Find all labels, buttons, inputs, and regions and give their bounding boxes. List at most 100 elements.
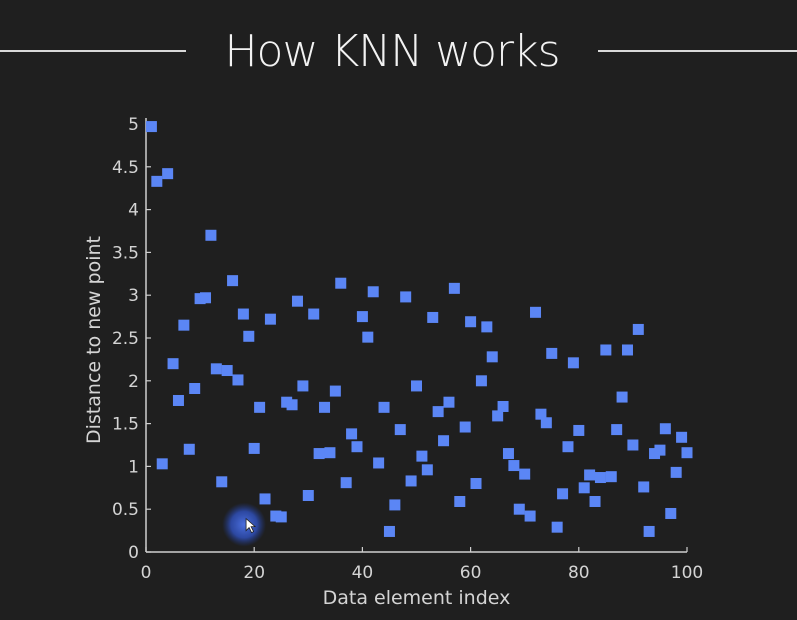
data-point <box>248 442 260 454</box>
data-point <box>162 168 174 180</box>
y-tick-label: 0.5 <box>112 500 139 520</box>
data-point <box>627 439 639 451</box>
data-point <box>378 401 390 413</box>
data-point <box>465 316 477 328</box>
data-point <box>530 306 542 318</box>
data-point <box>632 323 644 335</box>
data-markers <box>145 121 693 537</box>
cursor-halo <box>222 502 267 547</box>
data-point <box>616 391 628 403</box>
title-rule-right <box>598 50 797 52</box>
data-point <box>205 229 217 241</box>
data-point <box>373 457 385 469</box>
data-point <box>172 394 184 406</box>
data-point <box>508 460 520 472</box>
data-point <box>438 435 450 447</box>
data-point <box>340 477 352 489</box>
data-point <box>432 406 444 418</box>
data-point <box>227 275 239 287</box>
y-tick-label: 4 <box>128 201 139 221</box>
data-point <box>492 410 504 422</box>
data-point <box>557 488 569 500</box>
data-point <box>589 495 601 507</box>
data-point <box>259 493 271 505</box>
data-point <box>151 175 163 187</box>
y-tick-label: 1 <box>128 457 139 477</box>
y-tick-label: 0 <box>128 543 139 563</box>
data-point <box>562 441 574 453</box>
data-point <box>546 347 558 359</box>
data-point <box>676 431 688 443</box>
data-point <box>605 471 617 483</box>
data-point <box>502 448 514 460</box>
data-point <box>286 399 298 411</box>
title-rule-left <box>0 50 186 52</box>
data-point <box>210 363 222 375</box>
y-tick-label: 2.5 <box>112 329 139 349</box>
data-point <box>654 444 666 456</box>
data-point <box>275 511 287 523</box>
data-point <box>189 383 201 395</box>
data-point <box>416 450 428 462</box>
mouse-pointer-icon <box>245 517 257 534</box>
y-tick-label: 1.5 <box>112 415 139 435</box>
y-tick-label: 5 <box>128 115 139 135</box>
x-tick-label: 80 <box>568 563 590 583</box>
data-point <box>567 357 579 369</box>
data-point <box>405 475 417 487</box>
data-point <box>356 311 368 323</box>
x-tick-label: 60 <box>460 563 482 583</box>
data-point <box>670 466 682 478</box>
data-point <box>389 499 401 511</box>
data-point <box>600 344 612 356</box>
data-point <box>470 478 482 490</box>
data-point <box>145 121 157 133</box>
data-point <box>497 400 509 412</box>
data-point <box>335 277 347 289</box>
data-point <box>221 365 233 377</box>
mouse-cursor <box>222 502 267 547</box>
data-point <box>681 447 693 459</box>
data-point <box>308 308 320 320</box>
data-point <box>540 417 552 429</box>
x-tick-label: 0 <box>141 563 152 583</box>
data-point <box>400 291 412 303</box>
y-axis-label: Distance to new point <box>83 236 105 444</box>
data-point <box>638 481 650 493</box>
data-point <box>367 286 379 298</box>
data-point <box>659 423 671 435</box>
data-point <box>351 441 363 453</box>
data-point <box>216 476 228 488</box>
data-point <box>584 469 596 481</box>
chart-title: How KNN works <box>224 26 560 77</box>
data-point <box>264 313 276 325</box>
data-point <box>411 380 422 392</box>
data-point <box>475 375 487 387</box>
data-point <box>254 401 266 413</box>
x-tick-label: 40 <box>352 563 374 583</box>
data-point <box>459 421 471 433</box>
data-point <box>394 424 406 436</box>
data-point <box>611 424 623 436</box>
data-point <box>448 282 460 294</box>
data-point <box>454 495 466 507</box>
data-point <box>183 443 195 455</box>
x-axis-label: Data element index <box>323 587 511 609</box>
data-point <box>481 321 493 333</box>
data-point <box>427 311 439 323</box>
data-point <box>621 344 633 356</box>
data-point <box>200 292 212 304</box>
data-point <box>573 424 585 436</box>
y-tick-label: 3.5 <box>112 243 139 263</box>
data-point <box>486 351 498 363</box>
data-point <box>291 295 303 307</box>
data-point <box>237 308 249 320</box>
data-point <box>324 447 336 459</box>
data-point <box>156 458 168 470</box>
data-point <box>535 408 547 420</box>
y-tick-label: 3 <box>128 286 139 306</box>
x-tick-label: 100 <box>671 563 703 583</box>
x-tick-label: 20 <box>243 563 265 583</box>
